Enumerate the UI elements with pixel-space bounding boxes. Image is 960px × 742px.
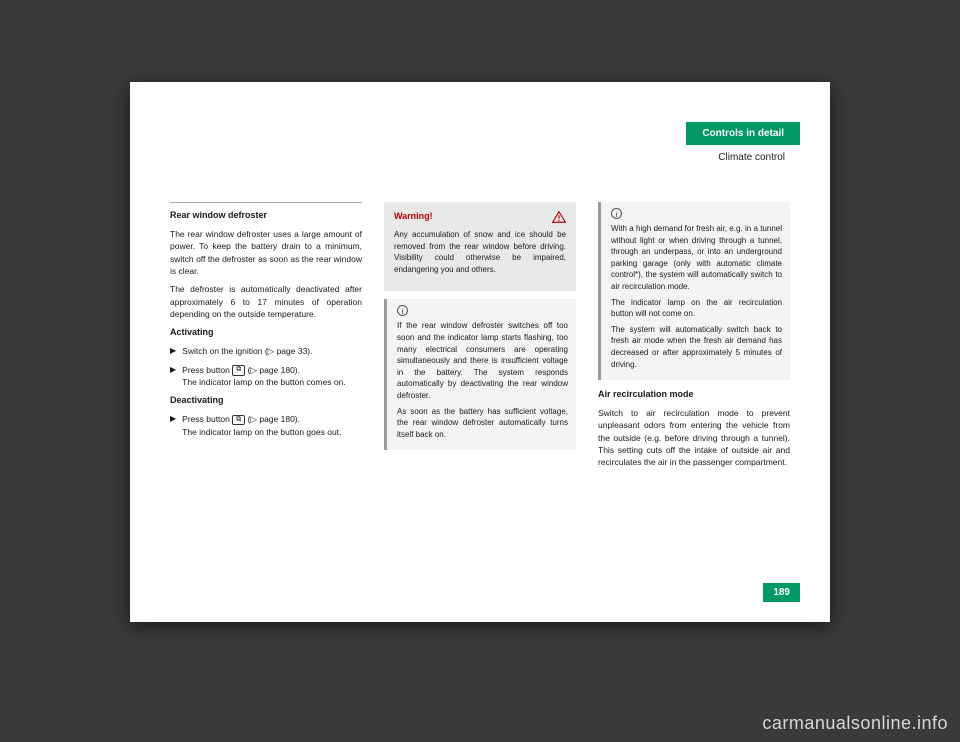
section-heading: Climate control (718, 152, 785, 163)
info-text: With a high demand for fresh air, e.g. i… (611, 223, 782, 293)
step-item: ▶ Press button ⧉ (▷ page 180). The indic… (170, 413, 362, 438)
warning-header: Warning! (394, 210, 566, 223)
text: Press button (182, 414, 232, 424)
page-number: 189 (763, 583, 800, 602)
subheading-deactivating: Deactivating (170, 394, 362, 407)
text: (▷ page 180). (248, 414, 300, 424)
text: Press button (182, 365, 232, 375)
column-2: Warning! Any accumulation of snow and ic… (384, 202, 576, 562)
rule (170, 202, 362, 203)
info-text: If the rear window defroster switches of… (397, 320, 568, 401)
paragraph: The rear window defroster uses a large a… (170, 228, 362, 277)
info-box: i With a high demand for fresh air, e.g.… (598, 202, 790, 380)
info-text: The indicator lamp on the air recirculat… (611, 297, 782, 320)
bullet-icon: ▶ (170, 413, 176, 438)
warning-triangle-icon (552, 211, 566, 223)
step-item: ▶ Press button ⧉ (▷ page 180). The indic… (170, 364, 362, 389)
info-text: The system will automatically switch bac… (611, 324, 782, 370)
bullet-icon: ▶ (170, 345, 176, 357)
content-columns: Rear window defroster The rear window de… (170, 202, 790, 562)
chapter-tab-container: Controls in detail (686, 122, 800, 145)
result-text: The indicator lamp on the button comes o… (182, 377, 345, 387)
step-text: Press button ⧉ (▷ page 180). The indicat… (182, 413, 362, 438)
subheading-rear-defroster: Rear window defroster (170, 209, 362, 222)
paragraph: The defroster is automatically deactivat… (170, 283, 362, 320)
viewport: Controls in detail Climate control Rear … (0, 0, 960, 742)
chapter-tab: Controls in detail (686, 122, 800, 145)
warning-text: Any accumulation of snow and ice should … (394, 229, 566, 275)
manual-page: Controls in detail Climate control Rear … (130, 82, 830, 622)
watermark: carmanualsonline.info (762, 713, 948, 734)
result-text: The indicator lamp on the button goes ou… (182, 427, 341, 437)
defrost-icon: ⧉ (232, 415, 245, 425)
subheading-air-recirc: Air recirculation mode (598, 388, 790, 401)
text: (▷ page 180). (248, 365, 300, 375)
column-1: Rear window defroster The rear window de… (170, 202, 362, 562)
step-text: Switch on the ignition (▷ page 33). (182, 345, 362, 357)
warning-box: Warning! Any accumulation of snow and ic… (384, 202, 576, 291)
subheading-activating: Activating (170, 326, 362, 339)
info-box: i If the rear window defroster switches … (384, 299, 576, 450)
column-3: i With a high demand for fresh air, e.g.… (598, 202, 790, 562)
step-text: Press button ⧉ (▷ page 180). The indicat… (182, 364, 362, 389)
info-text: As soon as the battery has sufficient vo… (397, 406, 568, 441)
warning-title: Warning! (394, 210, 433, 223)
bullet-icon: ▶ (170, 364, 176, 389)
paragraph: Switch to air recirculation mode to prev… (598, 407, 790, 469)
step-item: ▶ Switch on the ignition (▷ page 33). (170, 345, 362, 357)
defrost-icon: ⧉ (232, 365, 245, 375)
info-icon: i (611, 208, 622, 219)
info-icon: i (397, 305, 408, 316)
